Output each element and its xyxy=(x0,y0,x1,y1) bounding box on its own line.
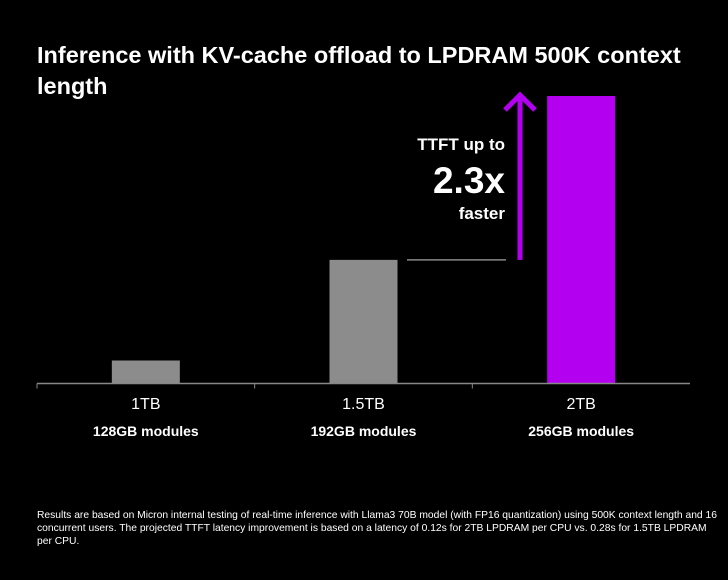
arrow-up-icon xyxy=(503,91,537,112)
chart-title: Inference with KV-cache offload to LPDRA… xyxy=(37,42,681,99)
bar-2TB xyxy=(547,96,616,384)
footnote: Results are based on Micron internal tes… xyxy=(37,510,717,547)
x-tick-label: 1TB xyxy=(131,396,160,413)
x-tick-label: 2TB xyxy=(566,396,595,413)
x-subcategory-label: 128GB modules xyxy=(93,423,199,439)
bar-1TB xyxy=(111,360,180,384)
x-tick-label: 1.5TB xyxy=(342,396,385,413)
annotation-line3: faster xyxy=(458,204,505,223)
x-subcategory-label: 256GB modules xyxy=(528,423,634,439)
bar-1.5TB xyxy=(329,259,398,384)
annotation-value: 2.3x xyxy=(432,160,505,201)
annotation-line1: TTFT up to xyxy=(417,135,505,154)
x-subcategory-label: 192GB modules xyxy=(311,423,417,439)
